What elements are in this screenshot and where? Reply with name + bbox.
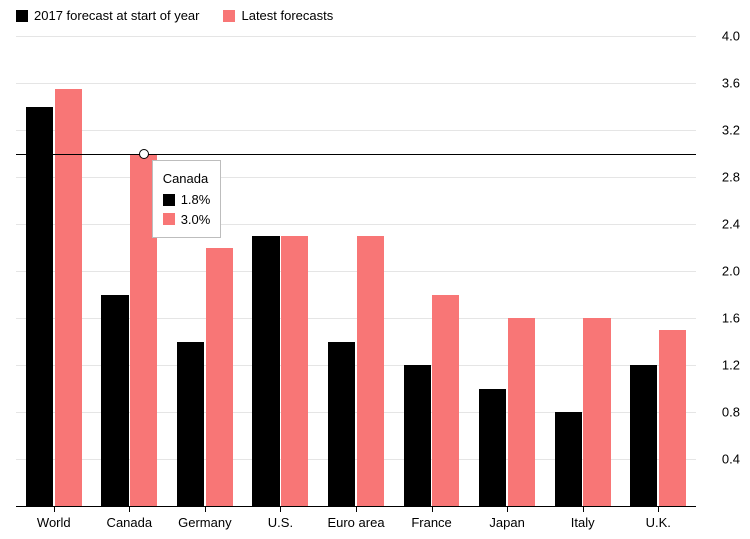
y-tick-label: 0.4 <box>700 452 740 467</box>
legend-label: 2017 forecast at start of year <box>34 8 199 23</box>
x-axis-label: World <box>37 515 71 530</box>
x-axis-label: Canada <box>107 515 153 530</box>
x-axis-label: U.K. <box>646 515 671 530</box>
y-tick-label: 2.8 <box>700 170 740 185</box>
x-axis-label: Germany <box>178 515 231 530</box>
y-tick-label: 3.6 <box>700 76 740 91</box>
legend-label: Latest forecasts <box>241 8 333 23</box>
bar-forecast_start[interactable] <box>177 342 204 507</box>
hover-guide-line <box>16 154 696 155</box>
y-tick-label: 1.2 <box>700 358 740 373</box>
x-axis-label: France <box>411 515 451 530</box>
x-axis-label: Japan <box>489 515 524 530</box>
x-tick <box>280 506 281 512</box>
x-tick <box>129 506 130 512</box>
legend-item-forecast-latest[interactable]: Latest forecasts <box>223 8 333 23</box>
tooltip-title: Canada <box>163 169 211 189</box>
tooltip-value: 1.8% <box>181 190 211 210</box>
tooltip-value: 3.0% <box>181 210 211 230</box>
x-tick <box>54 506 55 512</box>
bar-forecast_start[interactable] <box>404 365 431 506</box>
legend: 2017 forecast at start of year Latest fo… <box>16 8 333 23</box>
plot-area[interactable]: 0.40.81.21.62.02.42.83.23.64.0WorldCanad… <box>16 36 696 507</box>
bar-forecast_start[interactable] <box>26 107 53 507</box>
x-tick <box>205 506 206 512</box>
bar-forecast_start[interactable] <box>479 389 506 507</box>
x-tick <box>356 506 357 512</box>
hover-marker <box>139 149 149 159</box>
x-axis-label: U.S. <box>268 515 293 530</box>
x-tick <box>507 506 508 512</box>
y-tick-label: 0.8 <box>700 405 740 420</box>
x-axis-label: Euro area <box>327 515 384 530</box>
x-tick <box>583 506 584 512</box>
bar-forecast_start[interactable] <box>328 342 355 507</box>
bar-forecast_start[interactable] <box>555 412 582 506</box>
bar-forecast_latest[interactable] <box>357 236 384 506</box>
tooltip-swatch <box>163 213 175 225</box>
x-axis-label: Italy <box>571 515 595 530</box>
bar-forecast_latest[interactable] <box>583 318 610 506</box>
x-tick <box>658 506 659 512</box>
bar-forecast_latest[interactable] <box>659 330 686 506</box>
y-tick-label: 2.0 <box>700 264 740 279</box>
forecast-bar-chart: 2017 forecast at start of year Latest fo… <box>0 0 750 539</box>
tooltip: Canada1.8%3.0% <box>152 160 222 239</box>
bar-forecast_latest[interactable] <box>432 295 459 507</box>
bar-forecast_latest[interactable] <box>206 248 233 507</box>
y-tick-label: 4.0 <box>700 29 740 44</box>
bar-forecast_latest[interactable] <box>55 89 82 506</box>
bar-forecast_start[interactable] <box>630 365 657 506</box>
legend-item-forecast-start[interactable]: 2017 forecast at start of year <box>16 8 199 23</box>
bar-forecast_latest[interactable] <box>508 318 535 506</box>
bar-forecast_start[interactable] <box>101 295 128 507</box>
y-tick-label: 3.2 <box>700 123 740 138</box>
y-tick-label: 1.6 <box>700 311 740 326</box>
tooltip-swatch <box>163 194 175 206</box>
bars-layer <box>16 36 696 506</box>
x-tick <box>432 506 433 512</box>
legend-swatch <box>223 10 235 22</box>
bar-forecast_latest[interactable] <box>281 236 308 506</box>
tooltip-row: 3.0% <box>163 210 211 230</box>
bar-forecast_start[interactable] <box>252 236 279 506</box>
y-tick-label: 2.4 <box>700 217 740 232</box>
tooltip-row: 1.8% <box>163 190 211 210</box>
legend-swatch <box>16 10 28 22</box>
